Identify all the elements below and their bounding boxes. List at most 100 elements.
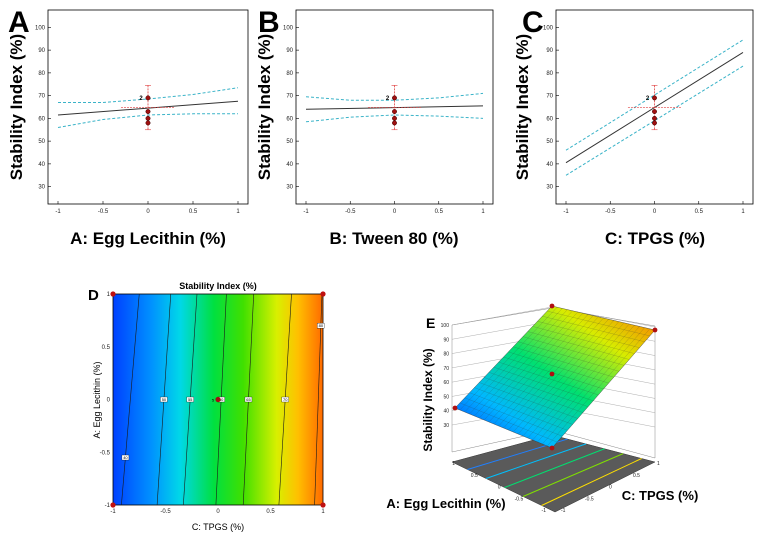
panel-e-floor-contour bbox=[522, 453, 624, 497]
panel-c-ytick-label: 100 bbox=[543, 25, 554, 31]
panel-d-contour-label: 40 bbox=[123, 455, 128, 460]
panel-d-xtick-label: -1 bbox=[110, 509, 116, 515]
panel-letter-b: B bbox=[258, 6, 280, 39]
panel-d-contour-line bbox=[121, 293, 140, 506]
panel-c-xlabel: C: TPGS (%) bbox=[605, 229, 705, 248]
panel-b-design-point bbox=[392, 115, 397, 121]
panel-a-design-point bbox=[145, 109, 151, 115]
panel-d-contour-label: 55 bbox=[188, 397, 193, 402]
panel-c-xtick-label: 0 bbox=[653, 209, 657, 215]
panel-d-design-point bbox=[110, 502, 116, 508]
panel-a-xtick-label: 1 bbox=[236, 209, 240, 215]
panel-letter-a: A bbox=[8, 6, 30, 39]
panel-a-point-count-label: 2 bbox=[139, 96, 143, 102]
panel-a-ytick-label: 40 bbox=[38, 162, 45, 168]
panel-b-ytick-label: 100 bbox=[283, 25, 294, 31]
panel-e-xtick-label: 0 bbox=[609, 485, 612, 491]
panel-d-contour-label: 50 bbox=[162, 397, 167, 402]
panel-a-design-point bbox=[145, 120, 151, 126]
panel-d-contour-label: 70 bbox=[283, 397, 288, 402]
panel-d-center-point bbox=[215, 396, 221, 403]
panel-a-ytick-label: 30 bbox=[38, 185, 45, 191]
panel-d-title: Stability Index (%) bbox=[179, 281, 257, 291]
panel-e-mesh-line bbox=[522, 336, 625, 366]
panel-e-ytick-label: -1 bbox=[542, 508, 547, 514]
panel-a-ytick-label: 100 bbox=[35, 25, 46, 31]
panel-b-ytick-label: 60 bbox=[286, 116, 293, 122]
panel-c-plot: 2 bbox=[565, 39, 744, 176]
panel-e-mesh-line bbox=[517, 321, 620, 435]
panel-d-ticks: -1 -0.5 0 0.5 1 -1 -0.5 0 0.5 1 bbox=[100, 292, 326, 515]
panel-e-floor-contours bbox=[467, 438, 642, 506]
panel-b: -1 -0.5 0 0.5 1 30 40 50 60 70 80 90 100 2 B: Tween … bbox=[255, 9, 494, 248]
panel-b-xtick-label: 1 bbox=[481, 209, 485, 215]
panel-c-ticks: -1 -0.5 0 0.5 1 30 40 50 60 70 80 90 100 bbox=[543, 25, 745, 215]
panel-d-contours: 40 50 55 60 65 70 80 5 bbox=[110, 291, 326, 508]
panel-letter-e: E bbox=[426, 315, 435, 331]
panel-e-xlabel: C: TPGS (%) bbox=[622, 488, 699, 503]
panel-d-xtick-label: 0.5 bbox=[266, 509, 275, 515]
panel-e-mesh-line bbox=[513, 320, 614, 433]
panel-c-xtick-label: 1 bbox=[741, 209, 745, 215]
panel-b-ylabel: Stability Index (%) bbox=[255, 34, 274, 180]
panel-d-ytick-label: 0.5 bbox=[102, 345, 111, 351]
panel-e-xtick-label: -0.5 bbox=[585, 496, 594, 502]
panel-e-ytick-label: 1 bbox=[452, 461, 455, 467]
panel-d-ytick-label: 0 bbox=[107, 398, 111, 404]
panel-e-surface-mesh bbox=[459, 307, 650, 447]
panel-d-contour-line bbox=[314, 293, 323, 506]
panel-e-ytick-label: 0 bbox=[498, 485, 501, 491]
panel-b-xtick-label: -1 bbox=[303, 209, 309, 215]
panel-b-ytick-label: 50 bbox=[286, 139, 293, 145]
panel-c-design-point bbox=[652, 109, 657, 115]
panel-a-ytick-label: 50 bbox=[38, 139, 45, 145]
panel-e-ytick-label: 0.5 bbox=[471, 473, 478, 479]
panel-e-mesh-line bbox=[537, 326, 640, 443]
panel-e-design-point bbox=[549, 303, 555, 309]
panel-c-design-point bbox=[652, 115, 657, 121]
panel-e-mesh-line bbox=[537, 321, 640, 348]
panel-b-ci-upper bbox=[305, 92, 484, 101]
panel-d-ytick-label: -0.5 bbox=[100, 450, 111, 456]
panel-e-mesh-line bbox=[527, 323, 630, 439]
panel-a-ytick-label: 80 bbox=[38, 71, 45, 77]
panel-b-design-point bbox=[392, 109, 397, 115]
panel-a: -1 -0.5 0 0.5 1 30 40 50 60 70 80 90 100 2 A: Egg Le… bbox=[7, 9, 249, 248]
panel-b-xtick-label: -0.5 bbox=[345, 209, 356, 215]
panel-c-ytick-label: 80 bbox=[546, 71, 553, 77]
panel-c-ytick-label: 70 bbox=[546, 94, 553, 100]
panel-d-design-point bbox=[320, 502, 326, 508]
panel-e-floor bbox=[451, 434, 656, 513]
panel-b-ci-lower bbox=[305, 114, 484, 123]
panel-d-contour-label-box bbox=[186, 396, 194, 403]
panel-e-design-point bbox=[549, 371, 555, 377]
panel-d-xtick-label: 0 bbox=[216, 509, 220, 515]
panel-b-ytick-label: 40 bbox=[286, 162, 293, 168]
panel-c-ytick-label: 60 bbox=[546, 116, 553, 122]
panel-a-xtick-label: 0.5 bbox=[189, 209, 198, 215]
panel-e-ztick-label: 40 bbox=[443, 409, 449, 415]
panel-d-center-count-label: 5 bbox=[212, 398, 215, 403]
panel-d-design-point bbox=[110, 291, 116, 297]
panel-e-floor-contour bbox=[485, 443, 587, 479]
panel-e-mesh-line bbox=[527, 331, 630, 360]
panel-e-points bbox=[452, 303, 658, 451]
panel-b-ytick-label: 90 bbox=[286, 48, 293, 54]
panel-a-xtick-label: -1 bbox=[55, 209, 61, 215]
panel-e-mesh-line bbox=[532, 326, 635, 354]
panel-d-contour-label-box bbox=[281, 396, 289, 403]
panel-e-ztick-label: 100 bbox=[441, 323, 450, 329]
panel-e-mesh-line bbox=[513, 346, 614, 378]
panel-e-ztick-label: 90 bbox=[443, 337, 449, 343]
panel-a-design-point bbox=[145, 95, 151, 101]
panel-c-ytick-label: 40 bbox=[546, 162, 553, 168]
panel-e-ztick-label: 30 bbox=[443, 423, 449, 429]
panel-e-ztick-label: 80 bbox=[443, 352, 449, 358]
panel-e-design-point bbox=[452, 405, 458, 411]
panel-b-xlabel: B: Tween 80 (%) bbox=[329, 229, 458, 248]
panel-b-xtick-label: 0 bbox=[393, 209, 397, 215]
panel-e-design-point bbox=[549, 445, 555, 451]
panel-a-ytick-label: 70 bbox=[38, 94, 45, 100]
